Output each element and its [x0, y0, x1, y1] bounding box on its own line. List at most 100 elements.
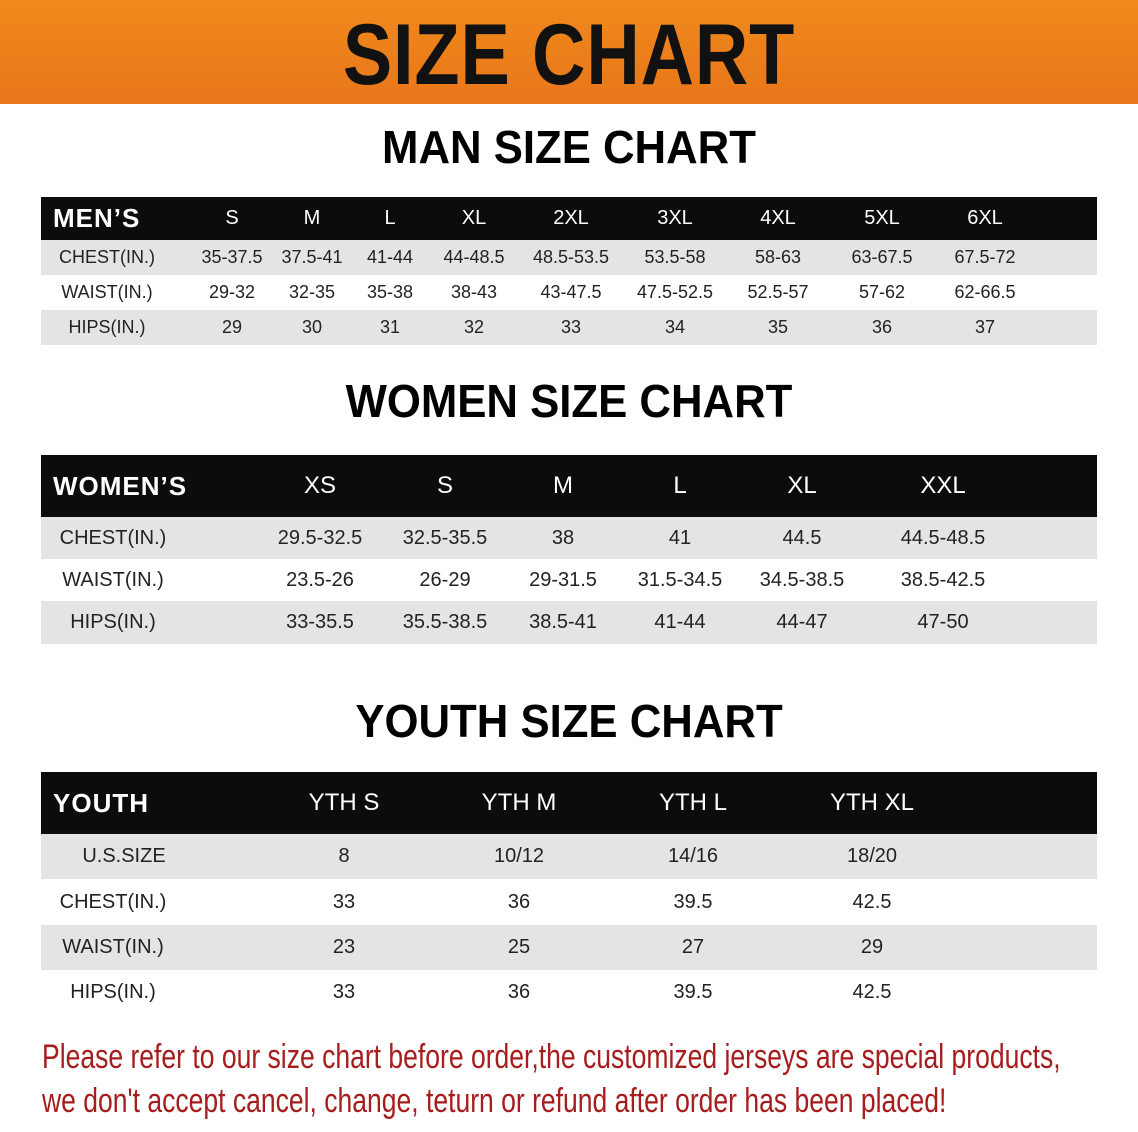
- size-value: 14/16: [667, 845, 719, 867]
- size-value: 41-44: [654, 611, 706, 633]
- size-value: 29: [221, 317, 243, 337]
- size-value: 52.5-57: [747, 282, 809, 302]
- row-label: CHEST(IN.): [59, 247, 155, 267]
- size-value: 32: [463, 317, 485, 337]
- size-value: 29: [860, 936, 884, 958]
- size-value: 44.5: [782, 526, 822, 549]
- size-value: 58-63: [754, 247, 802, 267]
- youth-section-title: YOUTH SIZE CHART: [355, 695, 783, 747]
- size-value: 35-37.5: [201, 247, 263, 267]
- women-table-row: WAIST(IN.) 23.5-26 26-29 29-31.5 31.5-34.5 34…: [41, 559, 1097, 601]
- row-label: U.S.SIZE: [82, 845, 166, 867]
- women-size-header: XL: [787, 472, 817, 499]
- men-section-title: MAN SIZE CHART: [382, 121, 756, 173]
- size-value: 35.5-38.5: [402, 611, 488, 633]
- size-value: 42.5: [852, 981, 892, 1003]
- women-size-header: XS: [303, 472, 336, 499]
- men-size-header: 5XL: [864, 207, 900, 229]
- size-value: 36: [871, 317, 893, 337]
- size-value: 39.5: [673, 890, 713, 913]
- notice-line-2: we don't accept cancel, change, teturn o…: [42, 1082, 947, 1120]
- men-size-header: 4XL: [760, 207, 796, 229]
- youth-size-header: YTH L: [658, 789, 727, 816]
- men-size-header: 6XL: [967, 207, 1003, 229]
- size-value: 38.5-41: [529, 611, 597, 633]
- women-table-row: CHEST(IN.) 29.5-32.5 32.5-35.5 38 41 44.5 44.5…: [41, 517, 1097, 559]
- men-table-row: WAIST(IN.) 29-32 32-35 35-38 38-43 43-47.5 47.…: [41, 275, 1097, 310]
- notice-line-1: Please refer to our size chart before or…: [42, 1038, 1061, 1076]
- women-size-header: XXL: [920, 472, 966, 499]
- size-value: 32.5-35.5: [402, 526, 488, 549]
- youth-table-row: WAIST(IN.) 23 25 27 29: [41, 925, 1097, 970]
- youth-header-row: YOUTH YTH S YTH M YTH L YTH XL: [41, 772, 1097, 834]
- women-header-row: WOMEN’S XS S M L XL XXL: [41, 455, 1097, 517]
- size-value: 34: [664, 317, 686, 337]
- size-value: 37: [974, 317, 996, 337]
- size-value: 41-44: [366, 247, 414, 267]
- men-size-header: M: [303, 207, 321, 229]
- size-value: 42.5: [852, 890, 892, 913]
- row-label: CHEST(IN.): [59, 526, 167, 549]
- row-label: HIPS(IN.): [68, 317, 146, 337]
- size-value: 44-47: [776, 611, 828, 633]
- men-header-row: MEN’S S M L XL 2XL 3XL 4XL 5XL 6XL: [41, 197, 1097, 240]
- men-size-header: XL: [461, 207, 487, 229]
- size-value: 43-47.5: [540, 282, 602, 302]
- youth-table-row: HIPS(IN.) 33 36 39.5 42.5: [41, 970, 1097, 1015]
- row-label: HIPS(IN.): [70, 611, 156, 633]
- size-value: 38.5-42.5: [900, 568, 986, 591]
- banner: SIZE CHART: [0, 0, 1138, 104]
- size-value: 23: [332, 936, 356, 958]
- size-value: 27: [681, 936, 705, 958]
- size-value: 29.5-32.5: [277, 526, 363, 549]
- women-size-header: S: [436, 472, 453, 499]
- size-value: 35-38: [366, 282, 414, 302]
- size-value: 23.5-26: [286, 568, 354, 591]
- size-value: 31: [379, 317, 401, 337]
- size-value: 44.5-48.5: [900, 526, 986, 549]
- size-value: 41: [668, 526, 692, 549]
- youth-size-header: YTH M: [481, 789, 557, 816]
- size-value: 33: [332, 890, 356, 913]
- men-size-header: S: [225, 207, 239, 229]
- size-value: 63-67.5: [851, 247, 913, 267]
- size-value: 53.5-58: [644, 247, 706, 267]
- row-label: CHEST(IN.): [59, 890, 167, 913]
- youth-table-row: U.S.SIZE 8 10/12 14/16 18/20: [41, 834, 1097, 879]
- row-label: WAIST(IN.): [62, 568, 164, 591]
- size-value: 38-43: [450, 282, 498, 302]
- women-size-header: M: [553, 472, 573, 499]
- size-value: 29-31.5: [529, 568, 597, 591]
- women-section-title: WOMEN SIZE CHART: [345, 375, 793, 427]
- men-header-label: MEN’S: [53, 203, 141, 233]
- size-value: 31.5-34.5: [637, 568, 723, 591]
- size-value: 29-32: [208, 282, 256, 302]
- size-value: 47.5-52.5: [636, 282, 714, 302]
- size-value: 18/20: [846, 845, 898, 867]
- row-label: WAIST(IN.): [62, 936, 164, 958]
- size-value: 62-66.5: [954, 282, 1016, 302]
- youth-size-header: YTH S: [308, 789, 380, 816]
- size-value: 67.5-72: [954, 247, 1016, 267]
- size-value: 33-35.5: [286, 611, 354, 633]
- size-value: 34.5-38.5: [759, 568, 845, 591]
- size-value: 38: [551, 526, 575, 549]
- size-value: 35: [767, 317, 789, 337]
- size-value: 33: [332, 981, 356, 1003]
- size-value: 48.5-53.5: [532, 247, 610, 267]
- size-value: 32-35: [288, 282, 336, 302]
- size-value: 33: [560, 317, 582, 337]
- women-size-header: L: [673, 472, 687, 499]
- size-value: 26-29: [419, 568, 471, 591]
- size-value: 30: [301, 317, 323, 337]
- size-value: 57-62: [858, 282, 906, 302]
- size-value: 44-48.5: [443, 247, 505, 267]
- men-table-row: CHEST(IN.) 35-37.5 37.5-41 41-44 44-48.5 48.5…: [41, 240, 1097, 275]
- size-value: 39.5: [673, 981, 713, 1003]
- men-size-header: 3XL: [657, 207, 693, 229]
- men-table-row: HIPS(IN.) 29 30 31 32 33 34 35 36 37: [41, 310, 1097, 345]
- women-table-row: HIPS(IN.) 33-35.5 35.5-38.5 38.5-41 41-44 44-…: [41, 601, 1097, 644]
- men-size-header: L: [384, 207, 396, 229]
- size-value: 8: [338, 845, 350, 867]
- youth-table-row: CHEST(IN.) 33 36 39.5 42.5: [41, 879, 1097, 925]
